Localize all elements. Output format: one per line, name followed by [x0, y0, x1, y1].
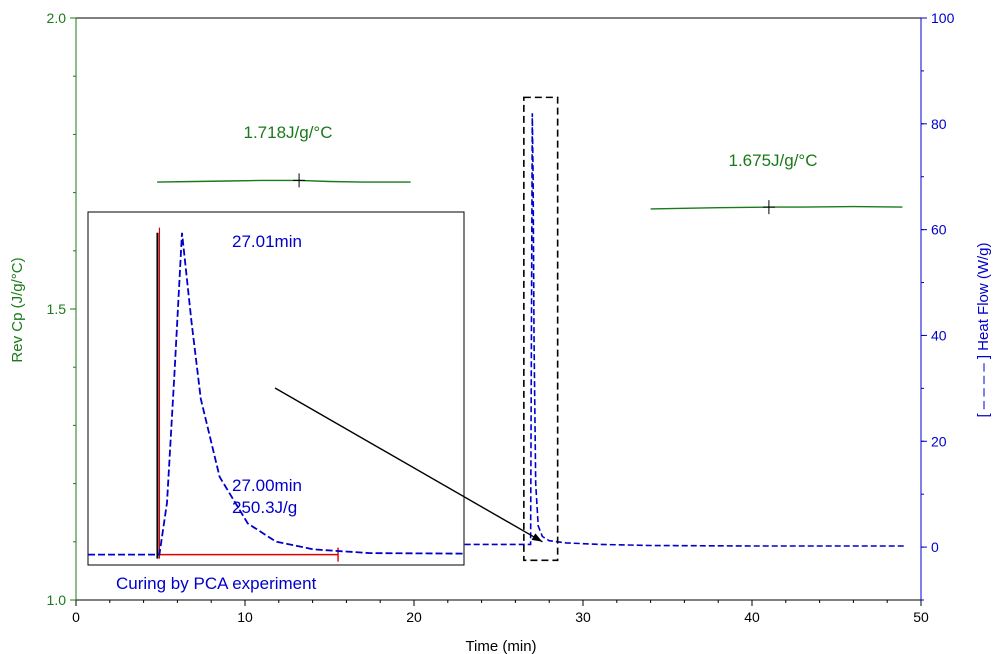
peak-time-annotation: 27.01min: [232, 232, 302, 251]
y-right-tick-label: 100: [931, 10, 955, 26]
y-left-tick-label: 1.5: [47, 301, 67, 317]
x-tick-label: 40: [744, 609, 760, 625]
y-right-tick-label: 0: [931, 539, 939, 555]
cp1-annotation: 1.718J/g/°C: [243, 123, 332, 142]
y-left-axis-title: Rev Cp (J/g/°C): [9, 257, 26, 362]
y-right-tick-label: 40: [931, 327, 947, 343]
y-right-tick-label: 80: [931, 116, 947, 132]
zoom-arrow-head: [531, 533, 543, 542]
rev-cp-line: [157, 179, 411, 183]
y-right-axis-title: [ – – – – ] Heat Flow (W/g): [975, 242, 992, 417]
axes: 0 10 20 30 40 50 1.0 1.5 2.0 0 20 40 60 80 100: [47, 10, 955, 625]
x-tick-label: 10: [237, 609, 253, 625]
labels: Time (min) Rev Cp (J/g/°C) [ – – – – ] H…: [9, 123, 992, 654]
y-left-tick-label: 1.0: [47, 592, 67, 608]
x-axis-title: Time (min): [465, 638, 536, 654]
inset-caption: Curing by PCA experiment: [116, 574, 317, 593]
x-tick-label: 0: [72, 609, 80, 625]
x-tick-label: 30: [575, 609, 591, 625]
curves: [157, 96, 905, 562]
zoom-arrow: [274, 387, 543, 543]
y-left-tick-label: 2.0: [47, 10, 67, 26]
inset-plot: [87, 211, 543, 566]
y-right-tick-label: 60: [931, 222, 947, 238]
heat-flow-line: [464, 113, 905, 547]
zoom-box: [523, 96, 559, 562]
x-tick-label: 20: [406, 609, 422, 625]
inset-heat-flow-line: [88, 232, 465, 556]
y-right-tick-label: 20: [931, 433, 947, 449]
onset-time-annotation: 27.00min: [232, 476, 302, 495]
rev-cp-line: [650, 205, 903, 210]
cp2-annotation: 1.675J/g/°C: [728, 151, 817, 170]
x-tick-label: 50: [913, 609, 929, 625]
enthalpy-annotation: 250.3J/g: [232, 498, 297, 517]
